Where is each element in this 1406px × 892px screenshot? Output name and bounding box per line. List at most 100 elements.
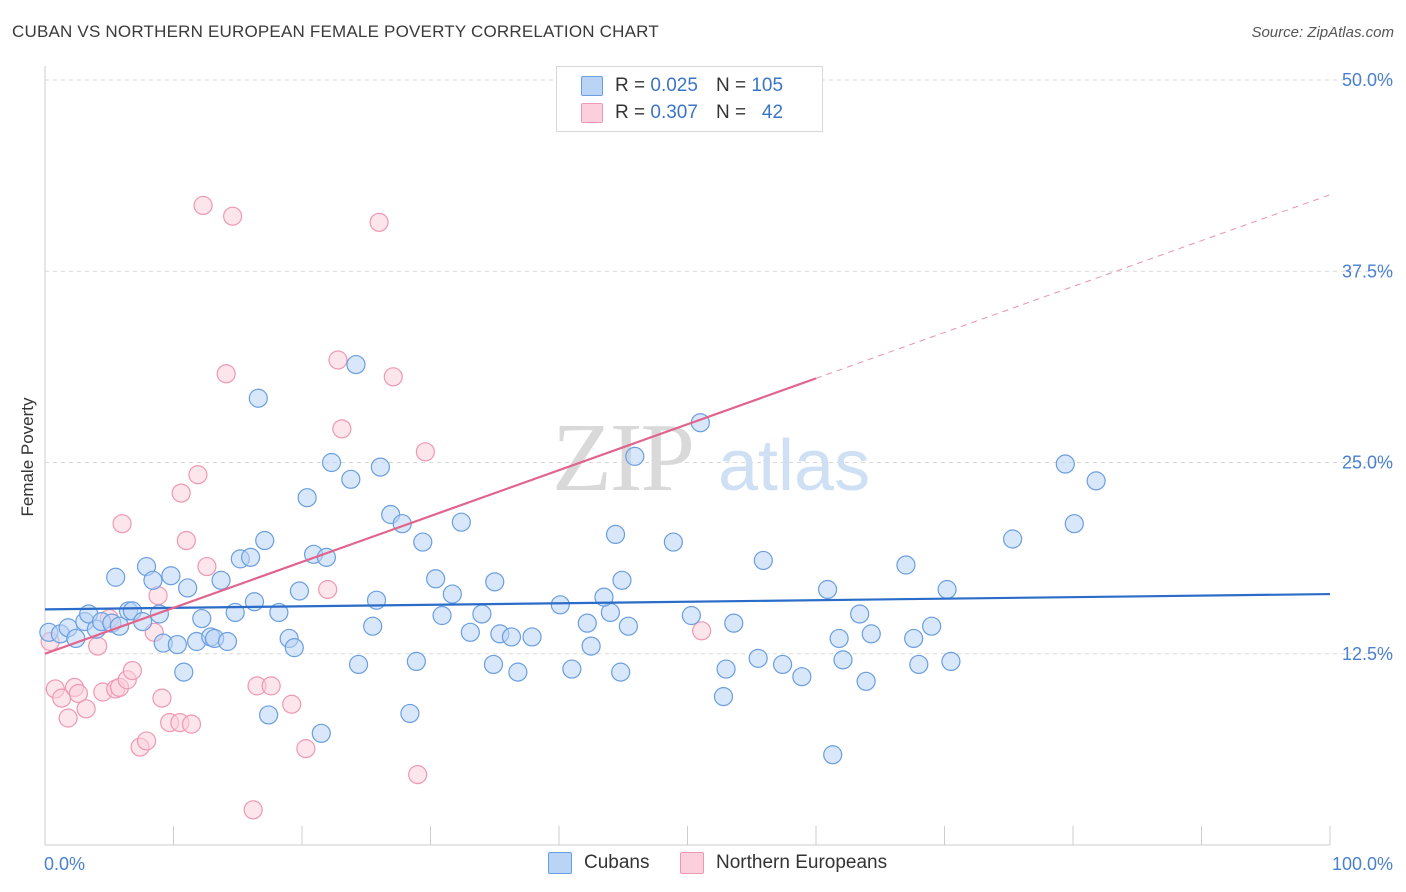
cubans-point — [460, 622, 480, 642]
cubans-point — [311, 723, 331, 743]
northern-point — [369, 212, 389, 232]
y-tick-label: 37.5% — [1342, 261, 1393, 281]
cubans-point — [856, 671, 876, 691]
cubans-point — [904, 628, 924, 649]
legend-swatch-cubans — [548, 852, 572, 874]
cubans-point — [192, 608, 212, 629]
legend-label-cubans: Cubans — [584, 852, 650, 873]
legend-n-label: N = — [715, 102, 747, 123]
watermark-zip: ZIP — [552, 404, 693, 512]
cubans-point — [522, 627, 542, 647]
northern-point — [176, 530, 196, 551]
tick-labels: 12.5% 25.0% 37.5% 50.0% 0.0% 100.0% — [44, 70, 1393, 874]
cubans-point — [1086, 471, 1106, 491]
cubans-point — [753, 550, 773, 571]
legend-label-northern: Northern Europeans — [716, 852, 888, 873]
northern-point — [223, 206, 243, 226]
cubans-point — [618, 616, 638, 636]
northern-point — [243, 800, 263, 820]
northern-point — [122, 660, 142, 681]
northern-point — [68, 683, 89, 704]
cubans-point — [406, 651, 426, 672]
cubans-point — [937, 579, 957, 600]
chart-title: CUBAN VS NORTHERN EUROPEAN FEMALE POVERT… — [12, 22, 659, 41]
cubans-point — [485, 572, 505, 592]
northern-point — [88, 636, 108, 656]
cubans-point — [217, 631, 238, 652]
cubans-point — [625, 446, 645, 466]
northern-point — [58, 708, 78, 728]
legend-r-value: 0.307 — [650, 102, 698, 123]
cubans-point — [896, 555, 916, 575]
cubans-point — [269, 602, 289, 623]
trend-lines — [44, 194, 1331, 655]
cubans-point — [681, 605, 701, 626]
northern-point — [692, 621, 712, 641]
northern-point — [296, 739, 316, 759]
northern-point — [193, 195, 213, 216]
legend-item-cubans[interactable]: Cubans — [548, 852, 650, 874]
cubans-point — [432, 605, 452, 626]
legend-row-cubans: R = 0.025 N = 105 — [581, 74, 783, 98]
cubans-point — [289, 581, 310, 601]
x-tick-label: 0.0% — [44, 854, 85, 874]
cubans-point — [363, 616, 383, 636]
cubans-point — [829, 628, 849, 649]
x-tick-label: 100.0% — [1332, 854, 1393, 874]
cubans-point — [792, 667, 812, 687]
cubans-point — [922, 616, 942, 636]
cubans-point — [400, 703, 420, 724]
cubans-point — [370, 457, 390, 477]
cubans-point — [106, 567, 126, 587]
watermark-atlas: atlas — [718, 426, 870, 506]
y-tick-label: 25.0% — [1342, 453, 1393, 473]
northern-point — [136, 731, 157, 751]
cubans-point — [581, 636, 601, 656]
axes — [44, 66, 1331, 846]
y-tick-label: 50.0% — [1342, 70, 1393, 90]
cubans-trend-line — [44, 592, 1331, 611]
correlation-legend: R = 0.025 N = 105 R = 0.307 N = 42 — [556, 66, 823, 132]
northern-point — [318, 579, 338, 600]
cubans-point — [611, 662, 631, 682]
cubans-point — [823, 745, 843, 765]
cubans-point — [341, 469, 361, 489]
legend-r-value: 0.025 — [650, 75, 698, 96]
legend-n-value: 42 — [761, 102, 784, 123]
cubans-point — [143, 570, 163, 590]
cubans-point — [716, 659, 736, 679]
cubans-point — [258, 705, 279, 725]
northern-point — [282, 694, 302, 714]
cubans-point — [297, 488, 317, 508]
cubans-point — [346, 354, 366, 375]
cubans-point — [1055, 454, 1075, 474]
source-credit: Source: ZipAtlas.com — [1251, 24, 1394, 41]
series-legend: Cubans Northern Europeans — [0, 852, 1406, 878]
northern-point — [181, 714, 202, 734]
cubans-point — [550, 595, 570, 615]
cubans-point — [850, 604, 870, 624]
cubans-point — [713, 686, 734, 707]
cubans-point — [748, 648, 768, 668]
northern-point — [76, 699, 96, 719]
northern-trend-line — [44, 377, 817, 655]
cubans-point — [472, 604, 492, 624]
legend-r-label: R = — [615, 75, 646, 96]
cubans-point — [211, 570, 231, 590]
northern-point — [216, 364, 236, 384]
y-tick-label: 12.5% — [1342, 644, 1393, 664]
legend-swatch-northern — [680, 852, 704, 874]
legend-n-label: N = — [715, 75, 747, 96]
cubans-point — [248, 388, 268, 408]
cubans-point — [612, 570, 632, 590]
northern-point — [188, 465, 208, 485]
northern-europeans-series — [40, 195, 712, 820]
cubans-point — [426, 569, 446, 589]
northern-point — [328, 350, 348, 370]
cubans-point — [483, 654, 504, 675]
legend-item-northern[interactable]: Northern Europeans — [680, 852, 887, 874]
northern-point — [383, 367, 403, 387]
cubans-point — [508, 662, 528, 682]
cubans-point — [451, 512, 471, 532]
northern-point — [197, 556, 217, 577]
